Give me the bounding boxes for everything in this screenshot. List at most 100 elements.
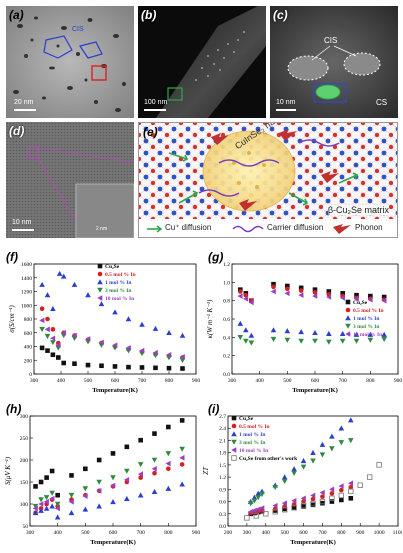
data-point (312, 290, 318, 295)
panel-label-c: (c) (273, 8, 288, 22)
data-point (68, 510, 75, 516)
y-tick-label: 50 (23, 524, 29, 530)
data-point (339, 330, 346, 336)
data-point (338, 492, 345, 499)
y-tick-label: 250 (20, 436, 29, 442)
data-point (329, 495, 335, 501)
data-point (312, 287, 318, 292)
data-point (166, 351, 172, 358)
data-point (38, 501, 44, 507)
data-point (125, 316, 132, 322)
scale-text-c: 10 nm (276, 99, 296, 106)
x-tick-label: 300 (30, 378, 39, 384)
series-in10 (237, 288, 387, 306)
data-point (243, 327, 249, 333)
zoom-region-box-b (167, 87, 183, 101)
legend-marker (97, 295, 103, 301)
x-tick-label: 600 (109, 530, 118, 536)
x-tick-label: 300 (243, 530, 252, 536)
data-point (312, 329, 318, 336)
data-point (166, 329, 172, 336)
y-tick-label: 1.2 (219, 475, 226, 481)
y-tick-label: 150 (20, 480, 29, 486)
legend-label: 10 mol % In (353, 332, 382, 338)
data-point (320, 494, 325, 499)
x-tick-label: 600 (111, 378, 120, 384)
legend-marker (345, 307, 351, 313)
data-point (165, 485, 172, 491)
data-point (179, 481, 185, 487)
data-point (300, 502, 307, 509)
data-point (347, 438, 354, 444)
cis-particle-1 (287, 55, 329, 81)
data-point (68, 499, 74, 505)
data-point (237, 293, 243, 299)
x-axis-label: Temperature(K) (292, 387, 338, 394)
data-point (310, 500, 316, 507)
data-point (326, 294, 332, 300)
data-point (71, 332, 77, 339)
series-in10 (32, 455, 185, 512)
series-in1 (32, 481, 185, 520)
data-point (68, 492, 75, 498)
data-point (54, 514, 61, 520)
panel-b-micrograph: (b) 100 nm (138, 6, 266, 118)
data-point (298, 329, 304, 335)
data-point (329, 446, 335, 452)
legend-marker (231, 423, 237, 429)
chart-f-svg: 300 400 500 600 700 800 900 0 200 400 600 800 1000 12… (8, 262, 200, 394)
data-point (139, 365, 145, 370)
data-point (166, 365, 172, 371)
legend-marker (231, 439, 237, 445)
y-tick-label: 0.0 (223, 372, 230, 378)
data-point (253, 513, 260, 519)
data-point (329, 486, 335, 493)
data-point (32, 503, 39, 509)
panel-label-f: (f) (6, 250, 18, 264)
data-point (381, 336, 387, 342)
legend-label: Cu₂Se (105, 264, 120, 270)
data-point (110, 499, 116, 505)
data-point (353, 296, 359, 302)
data-point (339, 295, 345, 301)
series-in10 (39, 317, 185, 360)
data-point (270, 336, 277, 342)
data-point (44, 333, 51, 339)
data-point (347, 480, 354, 487)
legend-label: 3 mol % In (353, 324, 379, 330)
data-point (291, 470, 297, 476)
data-point (166, 424, 171, 430)
legend-label: 1 mol % In (353, 316, 379, 322)
data-point (32, 505, 38, 512)
data-point (255, 506, 261, 513)
panel-label-a: (a) (9, 8, 24, 22)
schematic-legend (147, 224, 351, 234)
data-point (339, 338, 346, 344)
data-point (179, 455, 185, 461)
x-tick-label: 800 (337, 530, 346, 536)
data-point (312, 293, 318, 299)
legend-marker (97, 287, 103, 293)
plot-frame (227, 415, 399, 527)
data-point (152, 325, 159, 331)
data-point (72, 361, 77, 366)
series-in05 (33, 462, 185, 516)
legend-marker (345, 323, 351, 329)
legend-marker (231, 431, 237, 437)
data-point (338, 425, 345, 431)
chart-f: 300 400 500 600 700 800 900 0 200 400 600 800 1000 12… (0, 246, 200, 396)
data-point (82, 506, 89, 512)
data-point (112, 309, 118, 315)
data-point (152, 470, 157, 476)
chart-g: 300 400 500 600 700 800 900 0.0 0.2 0.4 0.6 0.8 1.0 1… (202, 246, 402, 396)
data-point (165, 460, 171, 467)
data-point (124, 495, 130, 502)
x-tick-label: 400 (262, 530, 271, 536)
x-tick-label: 900 (394, 378, 402, 384)
data-point (179, 462, 185, 467)
legend-marker (231, 415, 237, 421)
data-point (96, 488, 102, 494)
series-cu2se (33, 418, 185, 498)
y-axis-label: σ(S/cm⁻¹) (8, 305, 16, 333)
